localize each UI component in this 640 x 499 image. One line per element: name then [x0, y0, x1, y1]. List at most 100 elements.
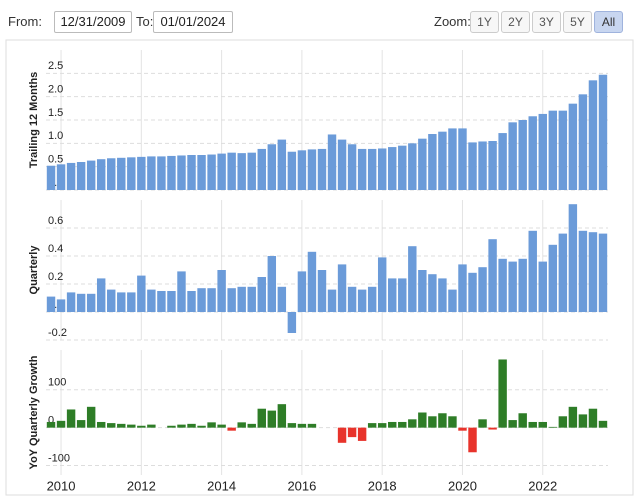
bar [498, 359, 507, 428]
bar [187, 423, 196, 428]
zoom-button[interactable]: 5Y [563, 11, 592, 33]
bar [588, 232, 598, 312]
bar [448, 289, 457, 312]
bar [518, 120, 527, 190]
bar [287, 312, 297, 333]
x-tick-label: 2012 [127, 478, 156, 493]
bar [367, 423, 377, 428]
bar [357, 427, 367, 441]
bar [287, 151, 297, 190]
bar [498, 258, 507, 312]
bar [428, 274, 437, 312]
bar [247, 152, 256, 190]
bar [137, 275, 146, 312]
bar [598, 233, 608, 312]
bar [398, 278, 407, 312]
y-tick-label: 2.0 [48, 84, 63, 96]
zoom-button[interactable]: 1Y [470, 11, 499, 33]
bar [96, 421, 106, 428]
bar [66, 409, 76, 428]
bar [398, 145, 407, 190]
bar [76, 293, 86, 312]
bar [428, 134, 437, 190]
bar [508, 122, 517, 190]
bar [217, 153, 226, 190]
y-axis-title: Trailing 12 Months [28, 72, 40, 169]
bar [56, 164, 66, 190]
bar [247, 423, 256, 428]
bar [518, 258, 527, 312]
bar [277, 404, 287, 428]
bar [578, 94, 588, 190]
bar [598, 74, 608, 190]
bar [508, 261, 517, 312]
bar [96, 278, 106, 312]
bar [187, 155, 196, 190]
bar [408, 143, 417, 190]
bar [167, 291, 176, 312]
bar [448, 416, 457, 428]
bar [388, 278, 397, 312]
y-tick-label: 1.5 [48, 107, 63, 119]
bar [377, 257, 387, 312]
x-tick-label: 2010 [47, 478, 76, 493]
bar [217, 270, 226, 312]
bar [257, 277, 266, 312]
bar [247, 286, 256, 312]
y-tick-label: 2.5 [48, 60, 63, 72]
from-input[interactable]: 12/31/2009 [54, 11, 132, 33]
bar [267, 144, 277, 190]
bar [418, 412, 427, 428]
bar [548, 244, 558, 312]
bar [117, 292, 126, 312]
bar [418, 138, 427, 190]
bar [107, 289, 116, 312]
x-tick-label: 2018 [368, 478, 397, 493]
bar [317, 148, 327, 190]
bar [478, 267, 487, 312]
bar [56, 420, 66, 428]
bar [237, 286, 246, 312]
bar [127, 292, 136, 312]
zoom-button[interactable]: 3Y [532, 11, 561, 33]
bar [207, 154, 216, 190]
zoom-button[interactable]: All [594, 11, 623, 33]
bar [588, 408, 598, 428]
bar [588, 80, 598, 190]
bar [297, 423, 307, 428]
bar [137, 425, 146, 428]
bar [438, 278, 447, 312]
bar [207, 288, 216, 312]
bar [86, 160, 96, 190]
bar [307, 251, 317, 312]
bar [307, 149, 317, 190]
bar [357, 148, 367, 190]
bar [337, 139, 347, 190]
bar [478, 141, 487, 190]
bar [598, 420, 608, 428]
bar [538, 261, 547, 312]
bar [408, 419, 417, 428]
bar [438, 413, 447, 428]
bar [448, 128, 457, 190]
bar [267, 256, 277, 312]
bar [147, 424, 156, 428]
bar [528, 116, 537, 190]
to-input[interactable]: 01/01/2024 [153, 11, 233, 33]
y-axis-title: Quarterly [28, 245, 40, 295]
bar [568, 406, 578, 428]
bar [488, 427, 497, 430]
bar [408, 246, 417, 312]
bar [367, 286, 377, 312]
bar [528, 421, 537, 428]
bar [548, 426, 558, 428]
bar [478, 419, 487, 428]
bar [388, 421, 397, 428]
bar [468, 272, 477, 312]
y-tick-label: 1.0 [48, 130, 63, 142]
bar [267, 410, 277, 428]
zoom-button[interactable]: 2Y [501, 11, 530, 33]
bar [157, 156, 166, 190]
